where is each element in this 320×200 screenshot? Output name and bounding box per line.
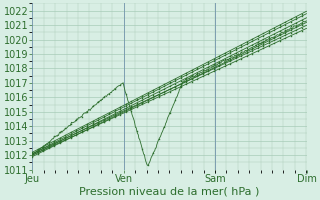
X-axis label: Pression niveau de la mer( hPa ): Pression niveau de la mer( hPa ) (79, 187, 260, 197)
